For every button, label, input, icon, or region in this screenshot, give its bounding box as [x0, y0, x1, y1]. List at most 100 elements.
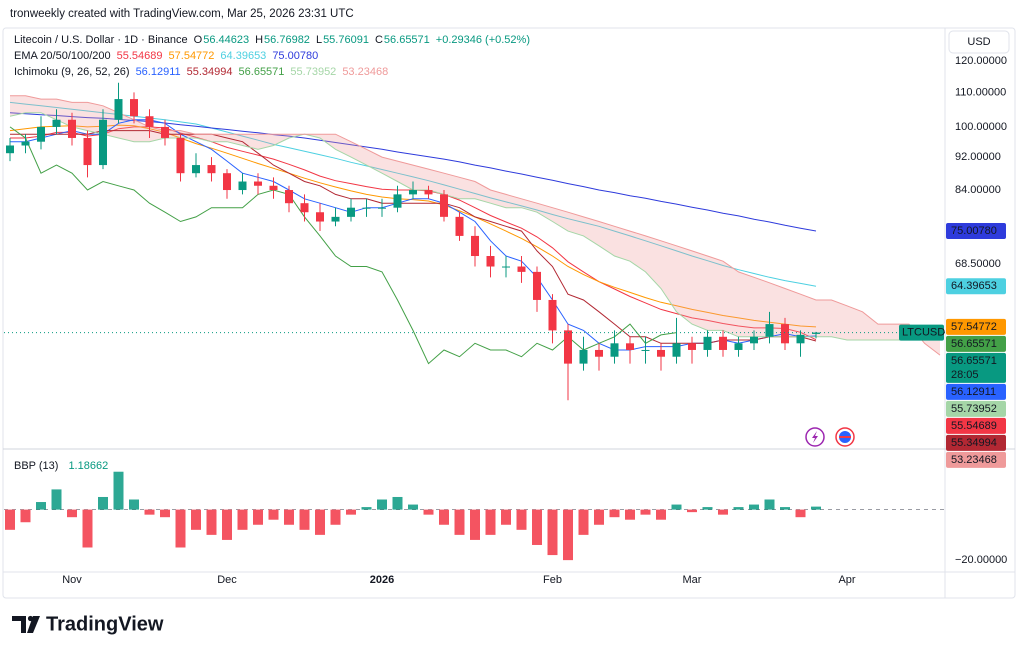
- x-tick-label: Mar: [683, 574, 702, 586]
- candle-body: [347, 207, 355, 217]
- oscillator-bar: [780, 507, 790, 510]
- oscillator-bar: [547, 509, 558, 556]
- oscillator-bar: [191, 509, 201, 530]
- oscillator-bar: [764, 499, 775, 510]
- logo: TradingView: [12, 613, 164, 635]
- oscillator-bar: [594, 509, 604, 525]
- candle-body: [331, 216, 340, 222]
- price-tag-label: 56.12911: [951, 386, 996, 398]
- legend-row: Litecoin / U.S. Dollar · 1D · Binance O56…: [14, 34, 530, 46]
- oscillator-bar: [516, 509, 527, 530]
- candle-body: [626, 343, 634, 350]
- candle-body: [254, 181, 262, 186]
- candle-body: [409, 190, 417, 195]
- oscillator-bar: [82, 509, 93, 548]
- oscillator-bar: [439, 509, 449, 525]
- oscillator-bar: [609, 509, 620, 518]
- x-tick-label: Feb: [543, 574, 562, 586]
- candle-body: [548, 299, 557, 331]
- candle-body: [238, 181, 247, 191]
- indicator-value: 55.54689: [117, 50, 163, 62]
- change-value: +0.29346 (+0.52%): [436, 34, 530, 46]
- indicator-line: [9, 101, 817, 287]
- y-tick-label: 120.00000: [955, 55, 1007, 67]
- candle-body: [114, 99, 123, 120]
- candle-body: [812, 332, 820, 334]
- oscillator-bar: [454, 509, 465, 535]
- candle-body: [68, 119, 76, 138]
- candle-body: [734, 343, 743, 350]
- currency-button[interactable]: [948, 30, 1010, 54]
- oscillator-bar: [578, 509, 589, 535]
- candle-body: [440, 194, 448, 217]
- candle-body: [99, 119, 107, 166]
- oscillator-bar: [811, 506, 821, 510]
- countdown: 28:05: [951, 369, 979, 381]
- candle-body: [145, 116, 154, 127]
- ohlc-letter: L: [316, 34, 322, 46]
- price-tag-label: 56.65571: [951, 355, 997, 367]
- candle-body: [161, 126, 169, 138]
- ohlc-value: 56.44623: [203, 34, 249, 46]
- oscillator-bar: [733, 507, 744, 510]
- candle-body: [269, 185, 278, 191]
- indicator-value: 75.00780: [272, 50, 318, 62]
- header: tronweekly created with TradingView.com,…: [10, 8, 354, 20]
- indicator-name: BBP (13): [14, 460, 58, 472]
- oscillator-bar: [656, 509, 666, 520]
- oscillator-bar: [718, 509, 728, 515]
- oscillator-bar: [470, 509, 480, 540]
- candle-body: [765, 324, 774, 337]
- indicator-value: 1.18662: [68, 460, 108, 472]
- indicator-line: [10, 130, 817, 344]
- price-tag-label: 55.34994: [951, 437, 997, 449]
- oscillator-bar: [563, 509, 573, 561]
- legend-row: Ichimoku (9, 26, 52, 26) 56.12911 55.34994…: [14, 66, 388, 78]
- currency-label[interactable]: USD: [967, 36, 990, 48]
- candle-body: [657, 349, 665, 357]
- y-tick-label: 84.00000: [955, 184, 1001, 196]
- candle-body: [688, 343, 696, 350]
- y-tick-label: −20.00000: [955, 554, 1007, 566]
- oscillator-bar: [377, 499, 387, 510]
- ohlc-value: 56.76982: [264, 34, 310, 46]
- oscillator-bar: [51, 489, 62, 510]
- oscillator-bar: [67, 509, 77, 518]
- candle-body: [362, 207, 371, 209]
- candle-body: [486, 256, 495, 267]
- candle-body: [517, 266, 526, 272]
- candle-body: [176, 137, 185, 174]
- price-tag: [946, 352, 1006, 383]
- ohlc-letter: C: [375, 34, 383, 46]
- indicator-line: [9, 124, 817, 328]
- candle-body: [192, 165, 200, 174]
- price-tag: [946, 223, 1006, 240]
- indicator-line: [10, 119, 817, 351]
- price-tag: [946, 451, 1006, 468]
- candle-body: [300, 203, 309, 213]
- candle-body: [455, 216, 464, 236]
- candle-body: [610, 343, 619, 357]
- x-tick-label: Apr: [838, 574, 855, 586]
- logo-mark: [12, 616, 26, 633]
- candle-body: [672, 343, 681, 357]
- oscillator-bar: [144, 509, 155, 515]
- candle-body: [223, 173, 231, 191]
- indicator-name: Ichimoku (9, 26, 52, 26): [14, 66, 130, 78]
- ohlc-value: 56.65571: [384, 34, 430, 46]
- legend-title: Litecoin / U.S. Dollar · 1D · Binance: [14, 34, 188, 46]
- y-tick-label: 100.00000: [955, 121, 1007, 133]
- oscillator-bar: [749, 504, 759, 510]
- candle-body: [83, 137, 92, 166]
- oscillator-bar: [222, 509, 232, 540]
- oscillator-bar: [361, 507, 372, 510]
- price-tag-label: 55.73952: [951, 403, 997, 415]
- oscillator-bar: [237, 509, 248, 530]
- oscillator-pane: [4, 471, 945, 561]
- candle-body: [579, 349, 588, 364]
- oscillator-bar: [315, 509, 325, 535]
- oscillator-bar: [346, 509, 356, 515]
